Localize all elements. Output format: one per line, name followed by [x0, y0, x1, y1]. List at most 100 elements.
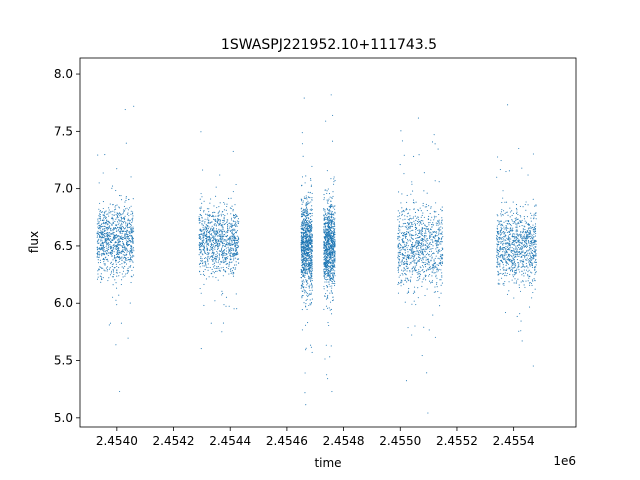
- data-point: [307, 225, 309, 227]
- data-point: [441, 219, 443, 221]
- data-point: [331, 242, 333, 244]
- data-point: [327, 285, 329, 287]
- data-point: [107, 226, 109, 229]
- data-point: [98, 224, 100, 227]
- data-point: [98, 182, 100, 184]
- data-point: [311, 269, 313, 271]
- data-point: [326, 213, 328, 215]
- data-point: [323, 273, 325, 275]
- data-point: [401, 211, 403, 213]
- data-point: [332, 195, 334, 197]
- data-point: [513, 255, 515, 257]
- data-point: [102, 201, 104, 203]
- data-point: [422, 262, 425, 264]
- data-point: [203, 231, 205, 233]
- data-point: [205, 224, 207, 226]
- data-point: [325, 212, 327, 214]
- data-point: [305, 263, 307, 265]
- data-point: [333, 272, 336, 274]
- data-point: [229, 261, 231, 263]
- data-point: [215, 186, 217, 188]
- data-point: [528, 269, 530, 271]
- data-point: [329, 275, 331, 278]
- data-point: [207, 231, 209, 233]
- data-point: [441, 258, 443, 260]
- data-point: [229, 251, 231, 253]
- data-point: [331, 214, 333, 216]
- chart-title: 1SWASPJ221952.10+111743.5: [221, 37, 437, 53]
- data-point: [325, 120, 327, 122]
- data-point: [112, 239, 114, 241]
- data-point: [422, 212, 424, 214]
- data-point: [120, 219, 122, 221]
- data-point: [304, 226, 306, 228]
- data-point: [329, 270, 331, 272]
- data-point: [435, 202, 437, 204]
- data-point: [498, 222, 500, 224]
- data-point: [200, 234, 202, 236]
- data-point: [402, 270, 404, 272]
- data-point: [218, 260, 220, 262]
- data-point: [330, 206, 332, 208]
- data-point: [420, 221, 422, 224]
- data-point: [107, 220, 110, 222]
- data-point: [327, 253, 329, 255]
- data-point: [441, 217, 443, 219]
- data-point: [418, 219, 420, 221]
- data-point: [131, 269, 133, 271]
- data-point: [214, 211, 216, 213]
- data-point: [229, 207, 231, 209]
- data-point: [412, 249, 414, 251]
- data-point: [332, 241, 334, 243]
- data-point: [436, 232, 438, 234]
- data-point: [441, 220, 443, 222]
- data-point: [329, 258, 331, 260]
- data-point: [330, 256, 332, 258]
- data-point: [397, 210, 399, 212]
- data-point: [334, 245, 336, 247]
- data-point: [421, 239, 423, 242]
- data-point: [131, 245, 133, 247]
- data-point: [437, 148, 439, 150]
- data-point: [200, 249, 202, 251]
- data-point: [96, 241, 98, 243]
- data-point: [107, 213, 109, 215]
- data-point: [304, 240, 306, 242]
- data-point: [325, 276, 327, 278]
- data-point: [111, 265, 113, 268]
- data-point: [202, 273, 204, 275]
- data-point: [128, 240, 130, 242]
- data-point: [404, 252, 406, 254]
- data-point: [327, 297, 329, 299]
- data-point: [440, 284, 442, 286]
- data-point: [214, 235, 216, 237]
- data-point: [331, 292, 333, 294]
- data-point: [116, 304, 118, 306]
- data-point: [305, 349, 307, 351]
- data-point: [225, 247, 227, 249]
- data-point: [124, 208, 127, 210]
- data-point: [326, 242, 328, 244]
- data-point: [122, 226, 124, 228]
- data-point: [507, 104, 509, 106]
- data-point: [523, 269, 525, 271]
- data-point: [309, 216, 312, 218]
- data-point: [112, 276, 115, 278]
- data-point: [111, 249, 113, 252]
- data-point: [416, 262, 418, 264]
- data-point: [122, 218, 124, 220]
- data-point: [506, 257, 508, 259]
- data-point: [101, 243, 103, 245]
- data-point: [428, 275, 430, 277]
- data-point: [301, 143, 304, 145]
- data-point: [214, 219, 216, 221]
- data-point: [230, 217, 233, 219]
- data-point: [225, 305, 227, 307]
- data-point: [405, 277, 407, 279]
- data-point: [310, 221, 312, 223]
- data-point: [122, 249, 124, 251]
- data-point: [233, 235, 235, 237]
- data-point: [126, 207, 128, 209]
- data-point: [306, 284, 308, 286]
- data-point: [407, 219, 409, 221]
